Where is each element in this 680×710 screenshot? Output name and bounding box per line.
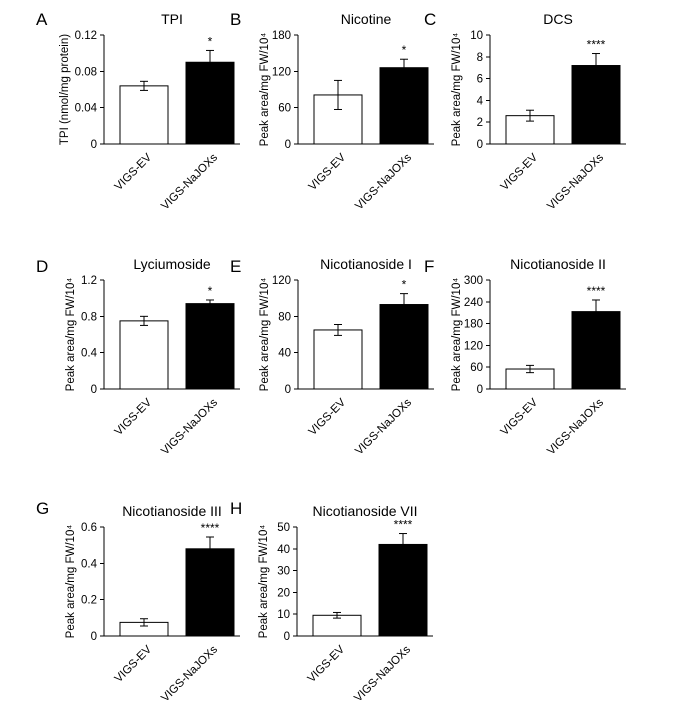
panel-g-category-label: VIGS-EV xyxy=(113,643,155,685)
panel-a-letter: A xyxy=(36,10,48,29)
panel-a-category-label: VIGS-EV xyxy=(113,151,155,193)
panel-b-ytick-label: 0 xyxy=(285,139,291,151)
panel-e-y-axis-label: Peak area/mg FW/10⁴ xyxy=(259,278,271,392)
panel-d-bar-vigs-ev xyxy=(119,320,169,390)
panel-f-ytick-label: 60 xyxy=(470,362,483,374)
panel-h-ytick-label: 0 xyxy=(284,631,290,643)
panel-d-ytick-label: 0.8 xyxy=(81,311,97,323)
panel-h-ytick-label: 20 xyxy=(277,587,290,599)
panel-h-significance-marker: **** xyxy=(394,518,413,532)
panel-c-bar-vigs-najoxs xyxy=(571,65,621,145)
panel-c-letter: C xyxy=(424,10,436,29)
panel-h-ytick-label: 50 xyxy=(277,522,290,534)
panel-d-y-axis-label: Peak area/mg FW/10⁴ xyxy=(65,278,77,392)
panel-e-ytick-label: 120 xyxy=(272,275,291,287)
panel-d-bar-vigs-najoxs xyxy=(185,303,235,390)
panel-h-ytick-label: 30 xyxy=(277,566,290,578)
panel-a-y-axis-label: TPI (nmol/mg protein) xyxy=(59,34,71,145)
panel-c-ytick-label: 0 xyxy=(477,139,483,151)
panel-c-category-label: VIGS-NaJOXs xyxy=(545,151,606,212)
panel-a-title: TPI xyxy=(161,11,183,27)
panel-f-title: Nicotianoside II xyxy=(510,256,606,272)
panel-g-y-axis-label: Peak area/mg FW/10⁴ xyxy=(65,525,77,639)
panel-b-ytick-label: 120 xyxy=(272,66,291,78)
panel-d-title: Lyciumoside xyxy=(133,256,211,272)
panel-d-ytick-label: 1.2 xyxy=(81,275,97,287)
panel-h-category-label: VIGS-NaJOXs xyxy=(352,643,413,704)
panel-g-ytick-label: 0.2 xyxy=(81,595,97,607)
panel-c-significance-marker: **** xyxy=(587,38,606,52)
panel-f-significance-marker: **** xyxy=(587,284,606,298)
panel-g-bar-vigs-najoxs xyxy=(185,548,235,637)
panel-b-title: Nicotine xyxy=(341,11,392,27)
panel-f-ytick-label: 240 xyxy=(464,297,483,309)
panel-h-title: Nicotianoside VII xyxy=(312,503,417,519)
panel-a-significance-marker: * xyxy=(208,34,213,48)
panel-f-category-label: VIGS-NaJOXs xyxy=(545,396,606,457)
panel-a-category-label: VIGS-NaJOXs xyxy=(159,151,220,212)
panel-a-ytick-label: 0 xyxy=(91,139,97,151)
panel-d-letter: D xyxy=(36,257,48,276)
panel-c-ytick-label: 4 xyxy=(477,95,484,107)
panel-e-ytick-label: 0 xyxy=(285,384,291,396)
panel-h-ytick-label: 10 xyxy=(277,609,290,621)
panel-e-ytick-label: 80 xyxy=(278,311,291,323)
panel-a-ytick-label: 0.04 xyxy=(75,103,98,115)
panel-e-bar-vigs-ev xyxy=(313,329,363,390)
panel-d-ytick-label: 0.4 xyxy=(81,348,98,360)
panel-b-category-label: VIGS-NaJOXs xyxy=(353,151,414,212)
panel-f-ytick-label: 180 xyxy=(464,319,483,331)
panel-b-bar-vigs-najoxs xyxy=(379,67,429,145)
panel-c-ytick-label: 2 xyxy=(477,117,483,129)
panel-b-significance-marker: * xyxy=(402,43,407,57)
panel-e-letter: E xyxy=(230,257,241,276)
panel-e-category-label: VIGS-NaJOXs xyxy=(353,396,414,457)
panel-g-ytick-label: 0.6 xyxy=(81,522,97,534)
panel-d-category-label: VIGS-EV xyxy=(113,396,155,438)
panel-c-ytick-label: 8 xyxy=(477,52,483,64)
panel-f-ytick-label: 120 xyxy=(464,340,483,352)
panel-h-category-label: VIGS-EV xyxy=(306,643,348,685)
panel-g-ytick-label: 0 xyxy=(91,631,97,643)
panel-f-ytick-label: 300 xyxy=(464,275,483,287)
panel-a-bar-vigs-najoxs xyxy=(185,61,235,145)
panel-b-y-axis-label: Peak area/mg FW/10⁴ xyxy=(259,33,271,147)
panel-c-title: DCS xyxy=(543,11,573,27)
panel-d-significance-marker: * xyxy=(208,284,213,298)
panel-e-bar-vigs-najoxs xyxy=(379,304,429,390)
panel-h-bar-vigs-najoxs xyxy=(378,543,428,637)
panel-b-category-label: VIGS-EV xyxy=(307,151,349,193)
panel-b-ytick-label: 180 xyxy=(272,30,291,42)
panel-a-ytick-label: 0.12 xyxy=(75,30,97,42)
panel-e-title: Nicotianoside I xyxy=(320,256,412,272)
panel-f-ytick-label: 0 xyxy=(477,384,483,396)
panel-g-title: Nicotianoside III xyxy=(122,503,222,519)
panel-f-y-axis-label: Peak area/mg FW/10⁴ xyxy=(451,278,463,392)
panel-h-ytick-label: 40 xyxy=(277,544,290,556)
panel-d-category-label: VIGS-NaJOXs xyxy=(159,396,220,457)
panel-f-category-label: VIGS-EV xyxy=(499,396,541,438)
panel-e-significance-marker: * xyxy=(402,278,407,292)
panel-h-y-axis-label: Peak area/mg FW/10⁴ xyxy=(258,525,270,639)
panel-h-letter: H xyxy=(230,499,242,518)
panel-c-category-label: VIGS-EV xyxy=(499,151,541,193)
panel-e-category-label: VIGS-EV xyxy=(307,396,349,438)
panel-c-ytick-label: 6 xyxy=(477,74,483,86)
panel-c-y-axis-label: Peak area/mg FW/10⁴ xyxy=(451,33,463,147)
panel-g-letter: G xyxy=(36,499,49,518)
panel-f-letter: F xyxy=(424,257,434,276)
panel-a-bar-vigs-ev xyxy=(119,85,169,145)
panel-b-ytick-label: 60 xyxy=(278,103,291,115)
panel-f-bar-vigs-najoxs xyxy=(571,311,621,390)
panel-e-ytick-label: 40 xyxy=(278,348,291,360)
panel-d-ytick-label: 0 xyxy=(91,384,97,396)
panel-b-letter: B xyxy=(230,10,241,29)
panel-g-ytick-label: 0.4 xyxy=(81,558,98,570)
panel-g-category-label: VIGS-NaJOXs xyxy=(159,643,220,704)
panel-a-ytick-label: 0.08 xyxy=(75,66,97,78)
panel-g-significance-marker: **** xyxy=(201,521,220,535)
panel-c-ytick-label: 10 xyxy=(470,30,483,42)
